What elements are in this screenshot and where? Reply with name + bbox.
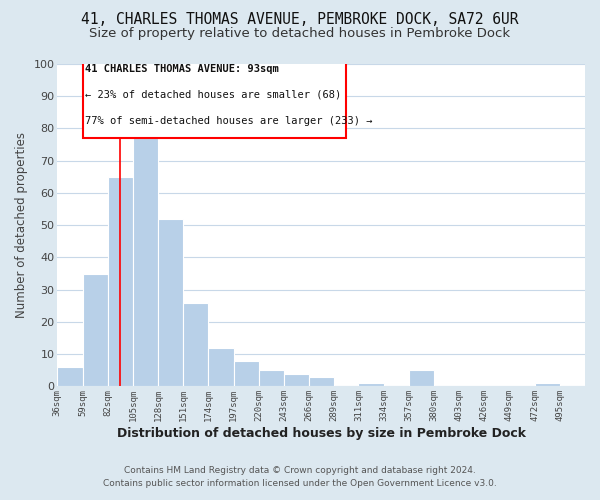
- Text: Size of property relative to detached houses in Pembroke Dock: Size of property relative to detached ho…: [89, 28, 511, 40]
- Bar: [259, 370, 284, 386]
- Bar: [309, 376, 334, 386]
- Text: 41, CHARLES THOMAS AVENUE, PEMBROKE DOCK, SA72 6UR: 41, CHARLES THOMAS AVENUE, PEMBROKE DOCK…: [81, 12, 519, 28]
- Text: 77% of semi-detached houses are larger (233) →: 77% of semi-detached houses are larger (…: [85, 116, 372, 126]
- Bar: [107, 177, 133, 386]
- Bar: [58, 367, 83, 386]
- Bar: [535, 383, 560, 386]
- Bar: [158, 219, 183, 386]
- Bar: [133, 138, 158, 386]
- Bar: [358, 383, 383, 386]
- Bar: [284, 374, 309, 386]
- Text: ← 23% of detached houses are smaller (68): ← 23% of detached houses are smaller (68…: [85, 90, 341, 100]
- Bar: [183, 302, 208, 386]
- Bar: [409, 370, 434, 386]
- Bar: [83, 274, 107, 386]
- Bar: [208, 348, 233, 387]
- Y-axis label: Number of detached properties: Number of detached properties: [15, 132, 28, 318]
- Bar: [233, 360, 259, 386]
- Text: Contains public sector information licensed under the Open Government Licence v3: Contains public sector information licen…: [103, 478, 497, 488]
- X-axis label: Distribution of detached houses by size in Pembroke Dock: Distribution of detached houses by size …: [116, 427, 526, 440]
- Text: 41 CHARLES THOMAS AVENUE: 93sqm: 41 CHARLES THOMAS AVENUE: 93sqm: [85, 64, 278, 74]
- FancyBboxPatch shape: [83, 58, 346, 138]
- Text: Contains HM Land Registry data © Crown copyright and database right 2024.: Contains HM Land Registry data © Crown c…: [124, 466, 476, 475]
